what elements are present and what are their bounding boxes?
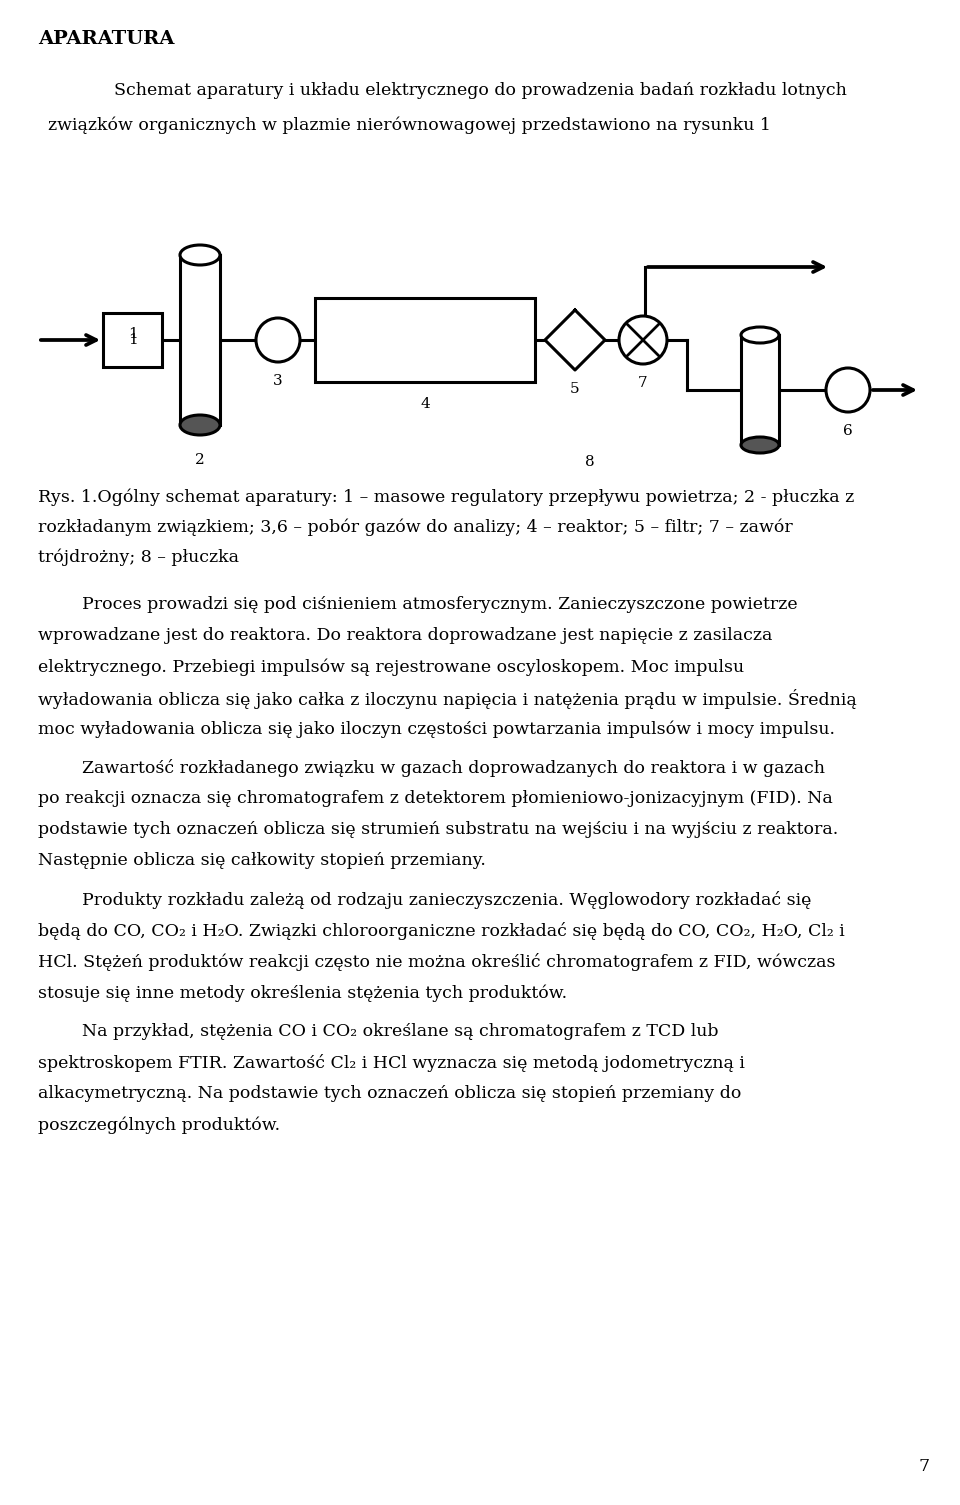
Ellipse shape — [741, 436, 779, 453]
Text: 1: 1 — [128, 333, 137, 348]
Text: alkacymetryczną. Na podstawie tych oznaczeń oblicza się stopień przemiany do: alkacymetryczną. Na podstawie tych oznac… — [38, 1085, 741, 1102]
Text: 7: 7 — [919, 1458, 930, 1475]
Ellipse shape — [180, 415, 220, 435]
Text: Następnie oblicza się całkowity stopień przemiany.: Następnie oblicza się całkowity stopień … — [38, 852, 486, 868]
Bar — [741, 336, 779, 445]
Text: spektroskopem FTIR. Zawartość Cl₂ i HCl wyznacza się metodą jodometryczną i: spektroskopem FTIR. Zawartość Cl₂ i HCl … — [38, 1054, 745, 1072]
Text: poszczególnych produktów.: poszczególnych produktów. — [38, 1117, 280, 1133]
Text: APARATURA: APARATURA — [38, 30, 175, 48]
Circle shape — [256, 318, 300, 363]
Text: podstawie tych oznaczeń oblicza się strumień substratu na wejściu i na wyjściu z: podstawie tych oznaczeń oblicza się stru… — [38, 822, 838, 838]
Text: Proces prowadzi się pod ciśnieniem atmosferycznym. Zanieczyszczone powietrze: Proces prowadzi się pod ciśnieniem atmos… — [82, 596, 798, 613]
Text: wprowadzane jest do reaktora. Do reaktora doprowadzane jest napięcie z zasilacza: wprowadzane jest do reaktora. Do reaktor… — [38, 628, 773, 644]
Text: 8: 8 — [586, 455, 595, 470]
Polygon shape — [545, 310, 605, 370]
Text: 1: 1 — [128, 327, 137, 342]
Ellipse shape — [741, 327, 779, 343]
Text: elektrycznego. Przebiegi impulsów są rejestrowane oscyloskopem. Moc impulsu: elektrycznego. Przebiegi impulsów są rej… — [38, 658, 744, 676]
Circle shape — [619, 316, 667, 364]
Bar — [315, 298, 535, 382]
Text: związków organicznych w plazmie nierównowagowej przedstawiono na rysunku 1: związków organicznych w plazmie nierówno… — [48, 117, 771, 134]
Text: wyładowania oblicza się jako całka z iloczynu napięcia i natężenia prądu w impul: wyładowania oblicza się jako całka z ilo… — [38, 689, 856, 709]
Text: 6: 6 — [843, 424, 852, 438]
Text: HCl. Stężeń produktów reakcji często nie można określić chromatografem z FID, wó: HCl. Stężeń produktów reakcji często nie… — [38, 953, 835, 971]
Text: 2: 2 — [195, 453, 204, 467]
Text: stosuje się inne metody określenia stężenia tych produktów.: stosuje się inne metody określenia stęże… — [38, 984, 567, 1001]
Text: Zawartość rozkładanego związku w gazach doprowadzanych do reaktora i w gazach: Zawartość rozkładanego związku w gazach … — [82, 759, 825, 777]
Text: Rys. 1.Ogólny schemat aparatury: 1 – masowe regulatory przepływu powietrza; 2 - : Rys. 1.Ogólny schemat aparatury: 1 – mas… — [38, 488, 854, 506]
Text: po reakcji oznacza się chromatografem z detektorem płomieniowo-jonizacyjnym (FID: po reakcji oznacza się chromatografem z … — [38, 790, 832, 807]
Text: 7: 7 — [638, 376, 648, 390]
Ellipse shape — [180, 245, 220, 265]
Text: Schemat aparatury i układu elektrycznego do prowadzenia badań rozkładu lotnych: Schemat aparatury i układu elektrycznego… — [113, 81, 847, 99]
Text: 4: 4 — [420, 397, 430, 411]
Text: 3: 3 — [274, 375, 283, 388]
Text: będą do CO, CO₂ i H₂O. Związki chloroorganiczne rozkładać się będą do CO, CO₂, H: będą do CO, CO₂ i H₂O. Związki chloroorg… — [38, 923, 845, 941]
Text: rozkładanym związkiem; 3,6 – pobór gazów do analizy; 4 – reaktor; 5 – filtr; 7 –: rozkładanym związkiem; 3,6 – pobór gazów… — [38, 518, 793, 536]
Text: trójdrożny; 8 – płuczka: trójdrożny; 8 – płuczka — [38, 548, 239, 566]
Bar — [180, 254, 220, 424]
Text: Produkty rozkładu zależą od rodzaju zanieczyszczenia. Węglowodory rozkładać się: Produkty rozkładu zależą od rodzaju zani… — [82, 891, 811, 909]
Text: moc wyładowania oblicza się jako iloczyn częstości powtarzania impulsów i mocy i: moc wyładowania oblicza się jako iloczyn… — [38, 719, 835, 737]
Bar — [103, 313, 162, 367]
Text: Na przykład, stężenia CO i CO₂ określane są chromatografem z TCD lub: Na przykład, stężenia CO i CO₂ określane… — [82, 1023, 718, 1040]
Text: 5: 5 — [570, 382, 580, 396]
Circle shape — [826, 369, 870, 412]
